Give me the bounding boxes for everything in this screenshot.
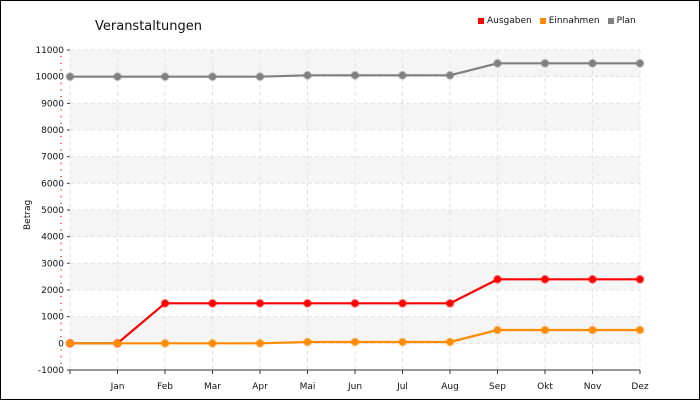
x-tick-label: Dez — [631, 382, 648, 392]
x-tick-label: Okt — [537, 382, 553, 392]
data-point-einnahmen — [493, 325, 502, 335]
data-point-plan — [160, 72, 170, 82]
chart-title: Veranstaltungen — [95, 19, 202, 34]
data-point-einnahmen — [540, 325, 550, 335]
x-tick-label: Mar — [204, 382, 221, 392]
data-point-einnahmen — [303, 337, 312, 347]
y-tick-label: 7000 — [41, 153, 64, 163]
data-point-ausgaben — [445, 298, 455, 308]
x-tick-label: Apr — [252, 382, 268, 392]
data-point-plan — [445, 70, 455, 80]
data-point-ausgaben — [160, 298, 170, 308]
data-point-plan — [303, 70, 312, 80]
y-tick-label: 1000 — [41, 313, 64, 323]
legend-swatch-einnahmen — [539, 18, 546, 24]
y-tick-label: 3000 — [41, 259, 64, 269]
data-point-plan — [65, 72, 75, 82]
y-tick-label: 10000 — [35, 73, 64, 83]
data-point-plan — [635, 58, 645, 68]
data-point-plan — [255, 72, 265, 82]
data-point-einnahmen — [160, 338, 170, 348]
legend-label-einnahmen: Einnahmen — [548, 16, 600, 26]
data-point-plan — [588, 58, 597, 68]
data-point-ausgaben — [208, 298, 217, 308]
x-tick-label: Jun — [347, 382, 362, 392]
data-point-plan — [398, 70, 407, 80]
data-point-plan — [540, 58, 550, 68]
data-point-ausgaben — [398, 298, 407, 308]
data-point-einnahmen — [113, 338, 122, 348]
y-tick-label: 4000 — [41, 233, 64, 243]
data-point-plan — [493, 58, 502, 68]
legend-swatch-ausgaben — [478, 18, 484, 24]
y-tick-label: 9000 — [41, 99, 64, 109]
y-tick-label: -1000 — [38, 366, 64, 376]
x-tick-label: Jul — [396, 382, 408, 392]
data-point-einnahmen — [588, 325, 597, 335]
data-point-ausgaben — [350, 298, 360, 308]
data-point-einnahmen — [208, 338, 217, 348]
data-point-ausgaben — [303, 298, 312, 308]
data-point-ausgaben — [635, 274, 645, 284]
data-point-einnahmen — [398, 337, 407, 347]
legend: Ausgaben Einnahmen Plan — [478, 16, 636, 26]
legend-swatch-plan — [607, 18, 614, 24]
y-tick-label: 2000 — [41, 286, 64, 296]
y-tick-label: 5000 — [41, 206, 64, 216]
legend-label-plan: Plan — [616, 16, 636, 26]
x-tick-label: Nov — [584, 382, 602, 392]
data-point-ausgaben — [588, 274, 597, 284]
data-point-ausgaben — [493, 274, 502, 284]
legend-item-ausgaben: Ausgaben — [478, 16, 532, 26]
x-tick-label: Feb — [157, 382, 173, 392]
data-point-plan — [350, 70, 360, 80]
y-tick-label: 0 — [58, 339, 64, 349]
legend-item-einnahmen: Einnahmen — [539, 16, 600, 26]
x-tick-label: Mai — [300, 382, 316, 392]
data-point-einnahmen — [635, 325, 645, 335]
data-point-einnahmen — [445, 337, 455, 347]
y-tick-label: 6000 — [41, 179, 64, 189]
legend-label-ausgaben: Ausgaben — [487, 16, 532, 26]
data-point-einnahmen — [350, 337, 360, 347]
x-tick-label: Jan — [110, 382, 125, 392]
x-tick-label: Sep — [489, 382, 506, 392]
data-point-plan — [208, 72, 217, 82]
data-point-einnahmen — [255, 338, 265, 348]
data-point-plan — [113, 72, 122, 82]
data-point-ausgaben — [540, 274, 550, 284]
y-tick-label: 8000 — [41, 126, 64, 136]
x-tick-label: Aug — [441, 382, 459, 392]
y-tick-label: 11000 — [35, 46, 64, 56]
data-point-ausgaben — [255, 298, 265, 308]
data-point-einnahmen — [65, 338, 75, 348]
legend-item-plan: Plan — [607, 16, 636, 26]
